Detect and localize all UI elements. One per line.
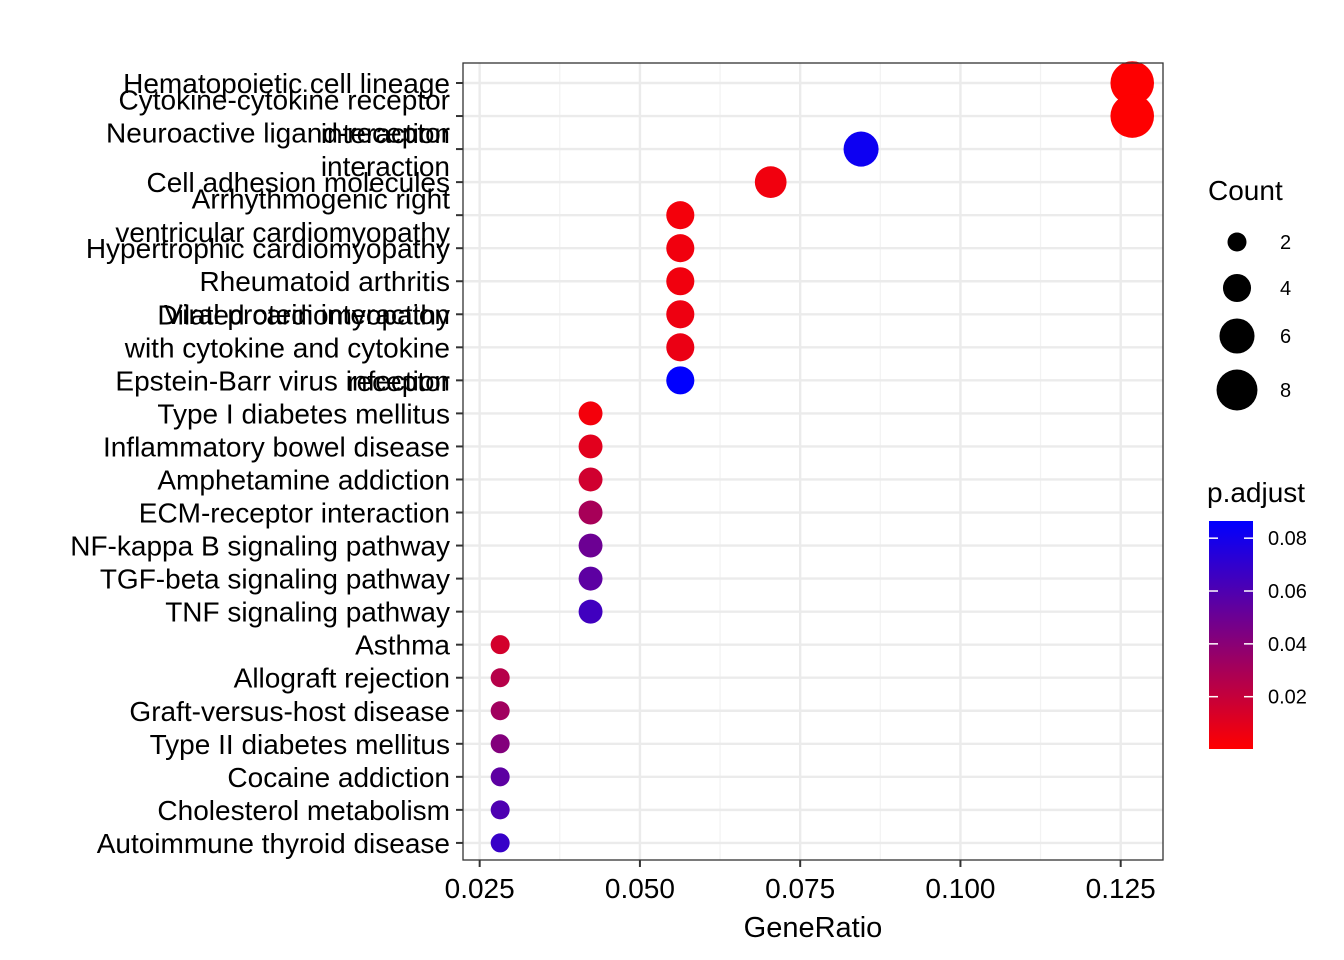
data-point (490, 833, 510, 853)
y-category-label: Type II diabetes mellitus (150, 729, 450, 760)
y-category-label: Hematopoietic cell lineage (123, 68, 450, 99)
data-point (666, 201, 695, 230)
data-point (843, 131, 879, 167)
data-point (490, 635, 510, 655)
y-category-label: Cocaine addiction (227, 762, 450, 793)
y-category-label: Graft-versus-host disease (129, 696, 450, 727)
y-category-label: TGF-beta signaling pathway (100, 564, 450, 595)
data-point (578, 434, 603, 459)
panel-background (463, 63, 1163, 860)
y-category-label: Rheumatoid arthritis (199, 266, 450, 297)
padjust-legend-label: 0.08 (1268, 528, 1307, 550)
data-point (490, 668, 510, 688)
y-category-label: Asthma (355, 630, 450, 661)
data-point (490, 800, 510, 820)
x-tick-label: 0.050 (605, 873, 675, 904)
data-point (754, 166, 787, 198)
data-point (666, 267, 695, 296)
y-category-label: Autoimmune thyroid disease (97, 828, 450, 859)
y-category-label: Hypertrophic cardiomyopathy (86, 233, 450, 264)
y-category-label: Inflammatory bowel disease (103, 431, 450, 462)
count-legend-label: 6 (1280, 326, 1291, 348)
padjust-colorbar (1209, 521, 1253, 749)
y-category-label: Dilated cardiomyopathy (157, 299, 450, 330)
x-axis-title: GeneRatio (744, 912, 883, 944)
y-category-label: Type I diabetes mellitus (157, 398, 450, 429)
y-category-label: Cell adhesion molecules (146, 167, 450, 198)
data-point (1110, 61, 1155, 105)
count-legend-label: 4 (1280, 278, 1291, 300)
y-category-label: TNF signaling pathway (165, 597, 450, 628)
x-axis: 0.025 0.050 0.075 0.100 0.125 (445, 860, 1156, 904)
count-legend-label: 2 (1280, 232, 1291, 254)
y-category-label: Arrhythmogenic right (192, 183, 451, 214)
panel-border (462, 62, 1164, 861)
data-point (490, 701, 510, 721)
y-category-label: with cytokine and cytokine (124, 332, 450, 363)
y-category-label: Cholesterol metabolism (157, 795, 450, 826)
y-category-label: Viral protein interaction (164, 299, 450, 330)
data-point (578, 566, 603, 591)
y-category-label: NF-kappa B signaling pathway (70, 531, 450, 562)
data-point (666, 333, 695, 362)
data-point (666, 234, 695, 263)
data-point (578, 467, 603, 492)
data-point (666, 300, 695, 329)
y-category-label: ECM-receptor interaction (139, 498, 450, 529)
data-point (578, 401, 603, 426)
data-point (578, 500, 603, 525)
x-tick-label: 0.125 (1086, 873, 1156, 904)
padjust-legend-label: 0.04 (1268, 634, 1307, 656)
y-category-label: interaction (321, 118, 450, 149)
count-legend-key (1227, 232, 1247, 252)
padjust-legend-label: 0.02 (1268, 687, 1307, 709)
y-category-label: Cytokine-cytokine receptor (119, 84, 450, 115)
count-legend-key (1219, 318, 1255, 354)
y-category-label: ventricular cardiomyopathy (115, 217, 450, 248)
y-category-label: Allograft rejection (234, 663, 450, 694)
data-point (666, 366, 695, 395)
count-legend-label: 8 (1280, 380, 1291, 402)
data-point (490, 734, 510, 754)
plot-panel (463, 63, 1163, 860)
data-points (490, 61, 1155, 853)
data-point (1110, 94, 1155, 138)
count-legend: Count 2 4 6 8 (1208, 175, 1291, 411)
padjust-legend-label: 0.06 (1268, 581, 1307, 603)
y-category-label: Amphetamine addiction (157, 464, 450, 495)
count-legend-key (1216, 369, 1258, 411)
x-tick-label: 0.075 (765, 873, 835, 904)
x-tick-label: 0.025 (445, 873, 515, 904)
count-legend-key (1222, 273, 1252, 303)
y-category-label: Epstein-Barr virus infection (115, 365, 450, 396)
padjust-legend-title: p.adjust (1207, 477, 1305, 508)
data-point (490, 767, 510, 787)
y-category-label: receptor (347, 366, 450, 397)
padjust-legend: p.adjust 0.02 0.04 0.06 0.08 (1207, 477, 1307, 749)
y-axis: Hematopoietic cell lineageCytokine-cytok… (70, 68, 463, 859)
count-legend-title: Count (1208, 175, 1283, 206)
y-category-label: interaction (321, 151, 450, 182)
data-point (578, 599, 603, 624)
x-tick-label: 0.100 (925, 873, 995, 904)
y-category-label: Neuroactive ligand-receptor (106, 117, 450, 148)
data-point (578, 533, 603, 558)
